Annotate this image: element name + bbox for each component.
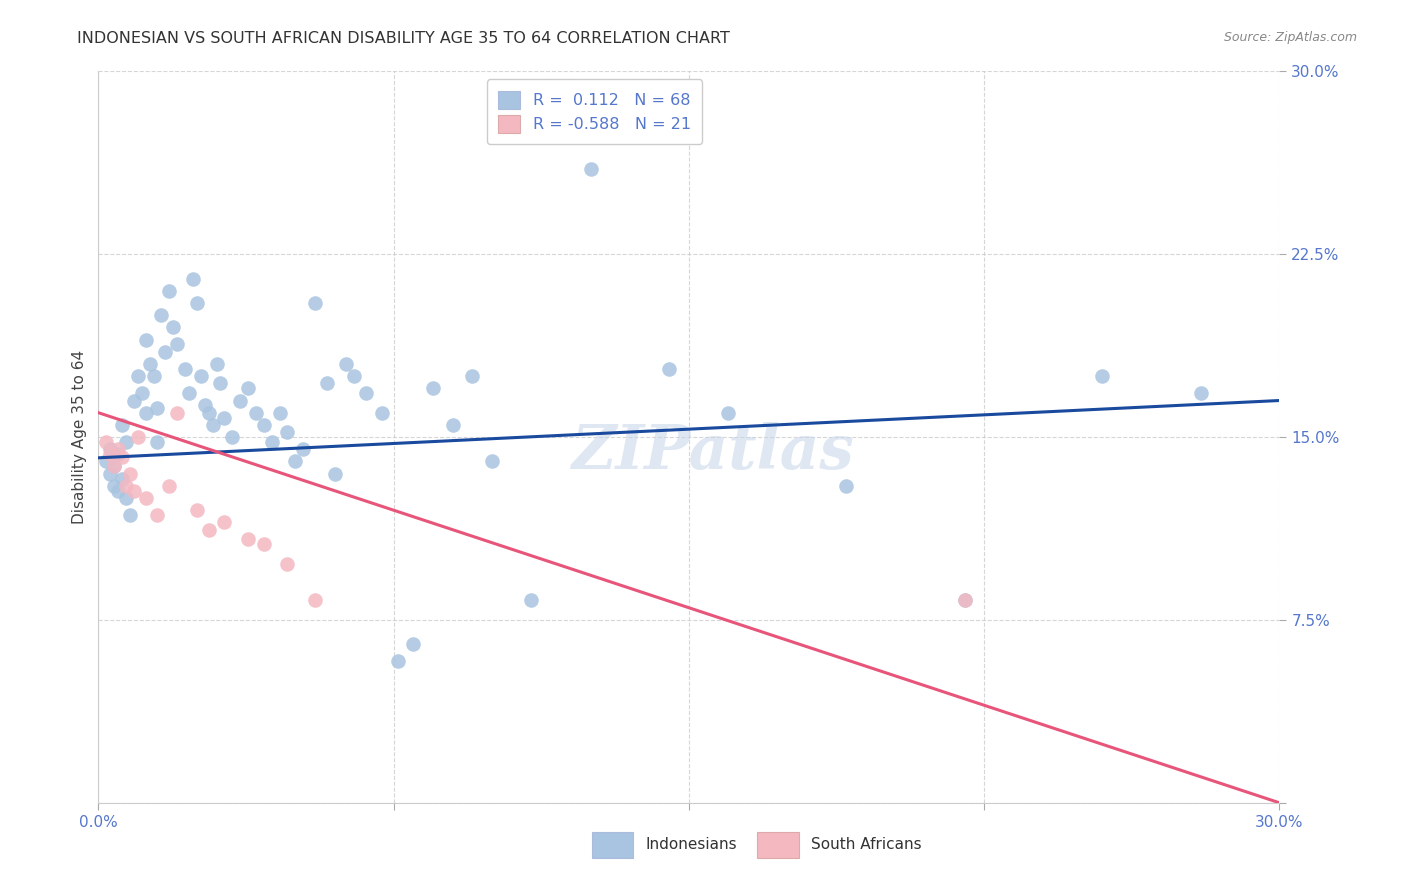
Point — [135, 333, 157, 347]
Point — [138, 357, 160, 371]
Point — [103, 459, 125, 474]
Point — [579, 161, 602, 176]
Point — [135, 406, 157, 420]
Point — [157, 479, 180, 493]
Point — [269, 406, 291, 420]
Text: Source: ZipAtlas.com: Source: ZipAtlas.com — [1223, 31, 1357, 45]
FancyBboxPatch shape — [592, 832, 634, 858]
Point — [107, 483, 129, 498]
Point — [181, 271, 204, 285]
Point — [194, 398, 217, 412]
Point — [146, 401, 169, 415]
Point — [717, 406, 740, 420]
Point — [335, 357, 357, 371]
Point — [166, 337, 188, 351]
Point — [111, 471, 134, 485]
Point — [205, 357, 228, 371]
Point — [155, 344, 177, 359]
Point — [1091, 369, 1114, 384]
Point — [127, 369, 149, 384]
Point — [118, 467, 141, 481]
Point — [135, 491, 157, 505]
Point — [115, 479, 138, 493]
Point — [371, 406, 394, 420]
Point — [174, 361, 197, 376]
Point — [111, 417, 134, 432]
Point — [402, 637, 425, 651]
Point — [96, 454, 118, 468]
Point — [111, 450, 134, 464]
Point — [835, 479, 858, 493]
Point — [142, 369, 165, 384]
Point — [315, 376, 337, 391]
Point — [162, 320, 184, 334]
Y-axis label: Disability Age 35 to 64: Disability Age 35 to 64 — [72, 350, 87, 524]
Point — [229, 393, 252, 408]
Point — [236, 381, 259, 395]
Point — [214, 516, 236, 530]
Point — [122, 483, 145, 498]
Point — [131, 386, 153, 401]
Point — [276, 425, 298, 440]
Point — [197, 406, 219, 420]
Point — [186, 296, 208, 310]
Point — [304, 593, 326, 607]
Point — [260, 434, 283, 449]
Point — [166, 406, 188, 420]
Point — [276, 557, 298, 571]
Point — [115, 491, 138, 505]
Point — [118, 508, 141, 522]
Point — [98, 442, 121, 457]
Point — [122, 393, 145, 408]
Point — [146, 508, 169, 522]
Point — [481, 454, 503, 468]
Point — [103, 479, 125, 493]
Point — [253, 417, 276, 432]
Point — [214, 410, 236, 425]
Point — [98, 467, 121, 481]
Point — [520, 593, 543, 607]
Text: Indonesians: Indonesians — [645, 838, 737, 853]
Point — [292, 442, 315, 457]
Point — [323, 467, 346, 481]
Point — [245, 406, 267, 420]
Point — [96, 434, 118, 449]
Point — [201, 417, 224, 432]
Point — [354, 386, 377, 401]
Point — [461, 369, 484, 384]
Point — [103, 459, 125, 474]
Point — [658, 361, 681, 376]
Text: INDONESIAN VS SOUTH AFRICAN DISABILITY AGE 35 TO 64 CORRELATION CHART: INDONESIAN VS SOUTH AFRICAN DISABILITY A… — [77, 31, 730, 46]
Point — [284, 454, 307, 468]
Point — [150, 308, 173, 322]
Point — [197, 523, 219, 537]
Point — [236, 533, 259, 547]
Point — [387, 654, 409, 668]
Point — [221, 430, 243, 444]
Point — [146, 434, 169, 449]
Point — [253, 537, 276, 551]
Point — [190, 369, 212, 384]
Point — [157, 284, 180, 298]
Point — [127, 430, 149, 444]
Legend: R =  0.112   N = 68, R = -0.588   N = 21: R = 0.112 N = 68, R = -0.588 N = 21 — [486, 79, 702, 145]
Point — [186, 503, 208, 517]
FancyBboxPatch shape — [758, 832, 799, 858]
Point — [177, 386, 200, 401]
Text: ZIPatlas: ZIPatlas — [571, 422, 853, 482]
Point — [115, 434, 138, 449]
Point — [953, 593, 976, 607]
Point — [304, 296, 326, 310]
Point — [422, 381, 444, 395]
Text: South Africans: South Africans — [811, 838, 921, 853]
Point — [953, 593, 976, 607]
Point — [98, 447, 121, 461]
Point — [343, 369, 366, 384]
Point — [441, 417, 464, 432]
Point — [107, 442, 129, 457]
Point — [209, 376, 232, 391]
Point — [107, 447, 129, 461]
Point — [1189, 386, 1212, 401]
